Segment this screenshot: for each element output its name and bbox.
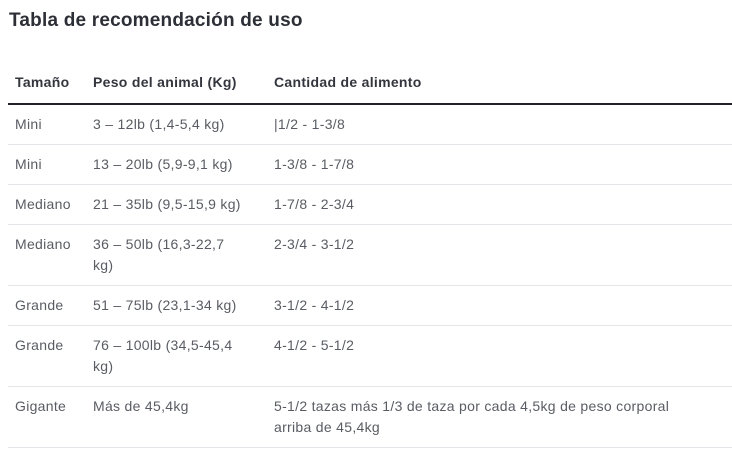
size-cell: Grande bbox=[8, 325, 86, 387]
weight-cell: Más de 45,4kg bbox=[86, 386, 267, 448]
table-row: Gigante Más de 45,4kg 5-1/2 tazas más 1/… bbox=[8, 386, 732, 448]
amount-cell: 3-1/2 - 4-1/2 bbox=[267, 285, 732, 326]
weight-cell: 13 – 20lb (5,9-9,1 kg) bbox=[86, 144, 267, 185]
column-header-weight: Peso del animal (Kg) bbox=[86, 74, 267, 105]
table-row: Grande 76 – 100lb (34,5-45,4 kg) 4-1/2 -… bbox=[8, 325, 732, 387]
table-header: Tamaño Peso del animal (Kg) Cantidad de … bbox=[8, 74, 732, 105]
column-header-size: Tamaño bbox=[8, 74, 86, 105]
table-row: Mediano 36 – 50lb (16,3-22,7 kg) 2-3/4 -… bbox=[8, 224, 732, 286]
amount-cell: 1-3/8 - 1-7/8 bbox=[267, 144, 732, 185]
amount-cell: |1/2 - 1-3/8 bbox=[267, 104, 732, 145]
weight-cell: 21 – 35lb (9,5-15,9 kg) bbox=[86, 184, 267, 225]
size-cell: Mini bbox=[8, 104, 86, 145]
amount-cell: 2-3/4 - 3-1/2 bbox=[267, 224, 732, 286]
size-cell: Mediano bbox=[8, 224, 86, 286]
column-header-amount: Cantidad de alimento bbox=[267, 74, 732, 105]
header-row: Tamaño Peso del animal (Kg) Cantidad de … bbox=[8, 74, 732, 105]
weight-cell: 76 – 100lb (34,5-45,4 kg) bbox=[86, 325, 267, 387]
weight-cell: 3 – 12lb (1,4-5,4 kg) bbox=[86, 104, 267, 145]
size-cell: Gigante bbox=[8, 386, 86, 448]
weight-cell: 51 – 75lb (23,1-34 kg) bbox=[86, 285, 267, 326]
recommendation-table: Tamaño Peso del animal (Kg) Cantidad de … bbox=[8, 74, 732, 448]
table-row: Grande 51 – 75lb (23,1-34 kg) 3-1/2 - 4-… bbox=[8, 285, 732, 326]
size-cell: Mediano bbox=[8, 184, 86, 225]
size-cell: Mini bbox=[8, 144, 86, 185]
amount-cell: 4-1/2 - 5-1/2 bbox=[267, 325, 732, 387]
table-body: Mini 3 – 12lb (1,4-5,4 kg) |1/2 - 1-3/8 … bbox=[8, 104, 732, 448]
table-row: Mini 3 – 12lb (1,4-5,4 kg) |1/2 - 1-3/8 bbox=[8, 104, 732, 145]
table-row: Mediano 21 – 35lb (9,5-15,9 kg) 1-7/8 - … bbox=[8, 184, 732, 225]
amount-cell: 1-7/8 - 2-3/4 bbox=[267, 184, 732, 225]
size-cell: Grande bbox=[8, 285, 86, 326]
table-row: Mini 13 – 20lb (5,9-9,1 kg) 1-3/8 - 1-7/… bbox=[8, 144, 732, 185]
page-title: Tabla de recomendación de uso bbox=[9, 10, 303, 31]
weight-cell: 36 – 50lb (16,3-22,7 kg) bbox=[86, 224, 267, 286]
amount-cell: 5-1/2 tazas más 1/3 de taza por cada 4,5… bbox=[267, 386, 732, 448]
